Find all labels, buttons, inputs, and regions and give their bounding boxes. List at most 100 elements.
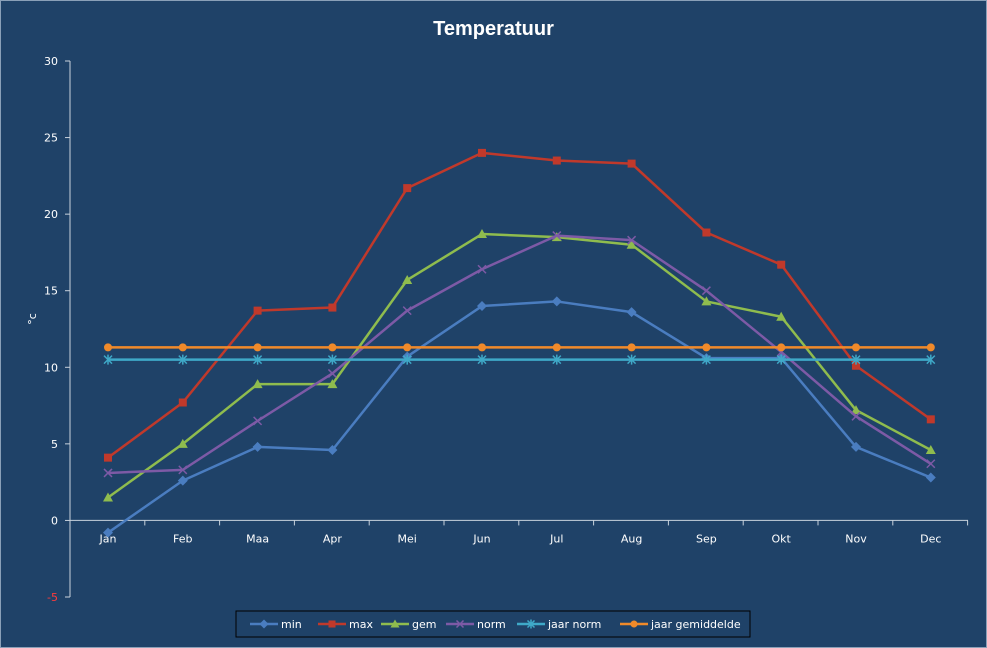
data-point [104, 453, 112, 462]
x-tick-label: Mei [398, 532, 417, 545]
series-line [107, 300, 932, 534]
data-point [851, 441, 861, 452]
x-tick-label: Feb [173, 532, 192, 545]
data-point [103, 492, 113, 502]
data-point [178, 354, 188, 365]
axes: -5 0 5 10 15 20 25 30 Jan Feb Maa Apr Mei Jun Jul Aug Se… [26, 55, 969, 604]
y-tick-label: 0 [51, 514, 58, 527]
legend-entry: norm [446, 618, 506, 631]
data-point [925, 472, 936, 483]
series-norm [103, 231, 936, 478]
series-gem [103, 229, 936, 502]
y-axis-label: °c [26, 313, 39, 325]
legend-entry: gem [381, 618, 436, 631]
legend-entry: jaar gemiddelde [620, 618, 741, 631]
data-point [551, 296, 562, 307]
data-point [253, 354, 263, 365]
data-point [327, 354, 337, 365]
series-jaar-norm [103, 354, 936, 365]
legend-box [235, 610, 751, 638]
x-tick-label: Apr [323, 532, 343, 545]
data-point [627, 343, 636, 352]
data-point [402, 354, 412, 365]
legend-marker [390, 619, 400, 628]
data-point [627, 235, 637, 245]
data-point [701, 286, 711, 296]
x-tick-label: Jan [99, 532, 117, 545]
data-point [552, 231, 562, 241]
data-point [776, 311, 787, 321]
series-line [107, 234, 932, 475]
data-point [926, 354, 936, 365]
y-tick-label: 15 [44, 285, 58, 298]
chart-title: Temperatuur [433, 18, 554, 40]
data-point [328, 343, 337, 352]
data-point [851, 405, 861, 415]
data-point [925, 444, 936, 454]
y-tick-label: -5 [47, 591, 58, 604]
legend-entry: max [318, 618, 373, 631]
data-point [926, 343, 935, 352]
data-point [402, 306, 412, 316]
x-tick-label: Maa [246, 532, 269, 545]
legend-entry: min [250, 618, 302, 631]
data-point [852, 343, 860, 352]
data-point [253, 343, 262, 352]
y-tick-label: 25 [44, 132, 58, 145]
data-point [178, 465, 188, 475]
legend: min max gem norm jaar norm jaar gemiddelde [235, 610, 751, 638]
data-point [552, 354, 562, 365]
legend-label: jaar norm [547, 618, 601, 631]
data-point [253, 306, 262, 315]
x-tick-label: Aug [621, 532, 642, 545]
data-point [178, 398, 187, 407]
data-point [776, 354, 786, 365]
data-point [627, 354, 637, 365]
data-point [477, 229, 487, 239]
data-point [403, 343, 412, 352]
data-point [327, 444, 338, 455]
data-point [852, 361, 860, 370]
data-point [253, 416, 263, 426]
data-point [103, 468, 113, 478]
legend-marker [455, 619, 465, 629]
x-tick-label: Okt [772, 532, 792, 545]
data-point [327, 379, 338, 389]
x-tick-label: Jul [549, 532, 563, 545]
legend-marker [630, 620, 638, 628]
y-tick-label: 5 [51, 438, 58, 451]
legend-label: norm [477, 618, 506, 631]
data-point [701, 296, 712, 306]
data-point [552, 156, 561, 165]
data-point [252, 441, 263, 452]
data-point [328, 303, 337, 312]
data-point [851, 354, 861, 365]
data-point [477, 264, 487, 274]
data-point [177, 438, 188, 448]
data-point [702, 343, 711, 352]
legend-marker [328, 620, 336, 628]
data-point [926, 459, 936, 469]
data-point [626, 307, 637, 318]
data-point [104, 343, 112, 352]
data-point [402, 274, 413, 284]
data-point [103, 354, 113, 365]
series-jaar-gemiddelde [104, 343, 935, 352]
x-tick-label: Sep [696, 532, 717, 545]
data-point [252, 379, 263, 389]
data-point [327, 368, 337, 378]
legend-label: min [281, 618, 302, 631]
data-point [178, 343, 187, 352]
data-point [851, 411, 861, 421]
data-point [627, 159, 636, 168]
data-point [777, 260, 786, 269]
data-point [477, 354, 487, 365]
data-point [777, 343, 786, 352]
data-point [478, 148, 486, 157]
y-tick-label: 30 [44, 55, 58, 68]
series-max [104, 148, 935, 462]
series-line [107, 232, 932, 499]
data-point [702, 228, 711, 237]
